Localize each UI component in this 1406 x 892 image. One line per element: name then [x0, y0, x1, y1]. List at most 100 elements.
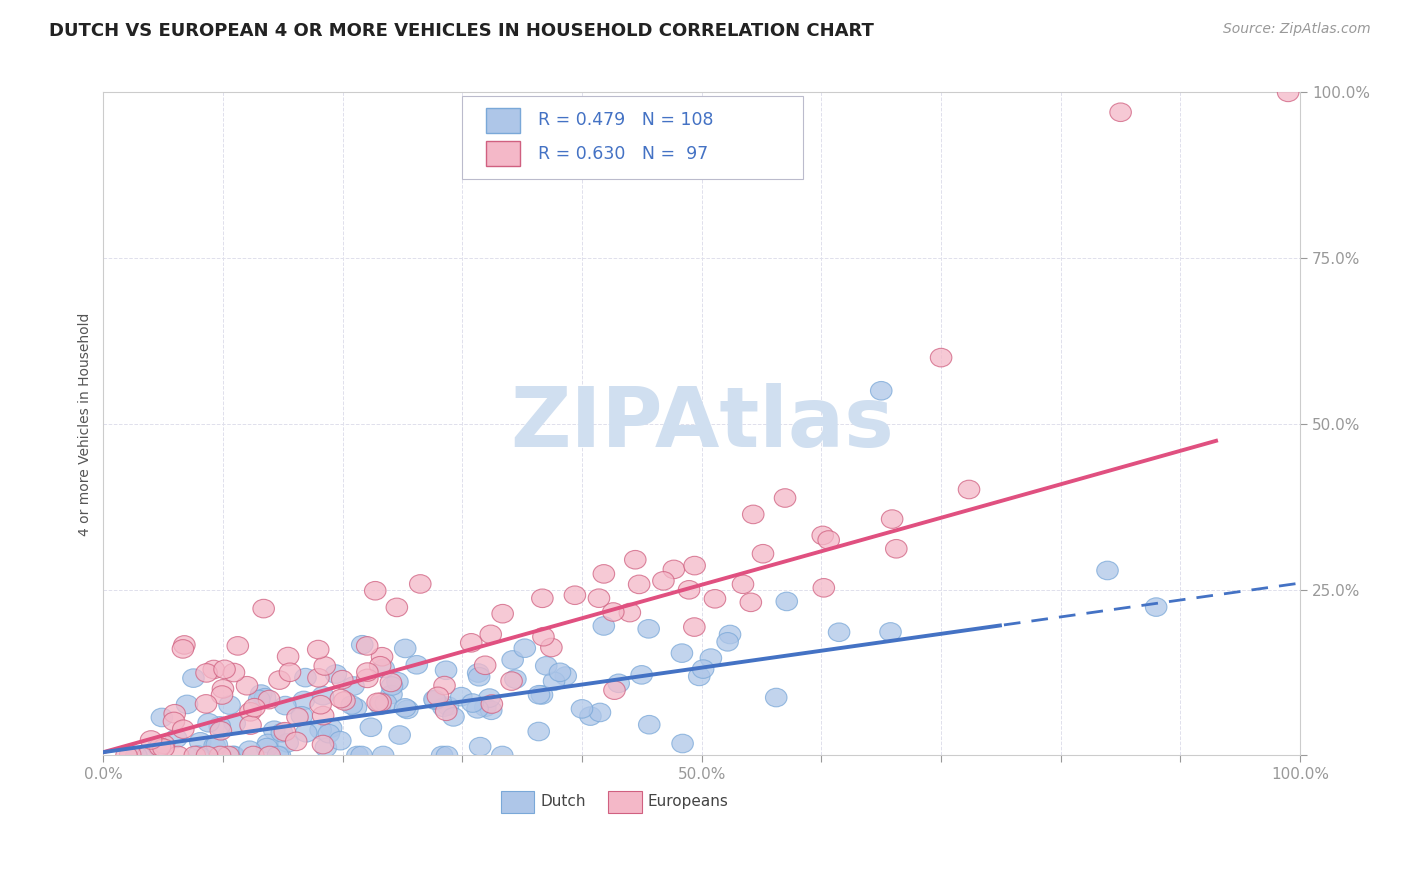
Ellipse shape [1109, 103, 1132, 121]
Ellipse shape [638, 620, 659, 638]
Ellipse shape [291, 706, 312, 725]
Ellipse shape [295, 668, 316, 687]
Ellipse shape [269, 671, 290, 690]
Ellipse shape [492, 605, 513, 623]
Ellipse shape [652, 572, 675, 591]
Ellipse shape [373, 747, 394, 764]
Ellipse shape [138, 747, 159, 764]
Ellipse shape [190, 732, 211, 751]
Ellipse shape [396, 700, 418, 719]
Ellipse shape [683, 557, 706, 574]
Ellipse shape [481, 701, 502, 720]
Ellipse shape [474, 656, 496, 674]
Ellipse shape [387, 673, 408, 691]
Ellipse shape [352, 635, 373, 654]
Ellipse shape [450, 688, 472, 706]
Ellipse shape [631, 665, 652, 684]
Ellipse shape [533, 627, 554, 646]
Ellipse shape [433, 698, 454, 716]
Ellipse shape [357, 637, 378, 656]
Ellipse shape [531, 589, 553, 607]
Ellipse shape [607, 674, 630, 692]
Ellipse shape [501, 672, 523, 690]
Ellipse shape [689, 667, 710, 686]
Ellipse shape [370, 693, 391, 712]
Ellipse shape [218, 747, 239, 764]
Ellipse shape [624, 550, 645, 569]
Y-axis label: 4 or more Vehicles in Household: 4 or more Vehicles in Household [79, 312, 93, 535]
Ellipse shape [461, 694, 484, 713]
Ellipse shape [395, 640, 416, 657]
Ellipse shape [436, 747, 458, 764]
Ellipse shape [1278, 83, 1299, 102]
Text: Dutch: Dutch [540, 795, 586, 809]
Ellipse shape [588, 589, 610, 607]
Ellipse shape [776, 592, 797, 611]
Ellipse shape [370, 657, 391, 675]
Ellipse shape [172, 640, 194, 658]
Ellipse shape [165, 705, 186, 723]
Ellipse shape [541, 638, 562, 657]
Ellipse shape [880, 623, 901, 641]
Ellipse shape [373, 659, 395, 678]
Ellipse shape [287, 707, 308, 726]
Ellipse shape [425, 691, 446, 709]
Ellipse shape [321, 719, 342, 738]
Ellipse shape [209, 722, 232, 740]
Ellipse shape [959, 480, 980, 499]
Ellipse shape [467, 664, 489, 682]
Text: ZIPAtlas: ZIPAtlas [510, 384, 894, 465]
Ellipse shape [314, 657, 336, 675]
Ellipse shape [742, 505, 763, 524]
Ellipse shape [120, 745, 141, 764]
Ellipse shape [308, 640, 329, 659]
Ellipse shape [603, 603, 624, 622]
Ellipse shape [141, 731, 162, 749]
Ellipse shape [163, 712, 184, 731]
Ellipse shape [531, 686, 553, 704]
Ellipse shape [371, 648, 392, 666]
Ellipse shape [249, 690, 270, 709]
Ellipse shape [332, 671, 353, 689]
Ellipse shape [1097, 561, 1118, 580]
Ellipse shape [253, 599, 274, 618]
Ellipse shape [277, 648, 299, 665]
Ellipse shape [818, 531, 839, 549]
Ellipse shape [346, 698, 367, 717]
FancyBboxPatch shape [609, 791, 643, 813]
Ellipse shape [352, 747, 373, 764]
Ellipse shape [717, 632, 738, 651]
Ellipse shape [380, 673, 402, 691]
Ellipse shape [173, 636, 195, 654]
Ellipse shape [432, 747, 453, 764]
Ellipse shape [224, 747, 245, 764]
Ellipse shape [765, 689, 787, 706]
Ellipse shape [257, 734, 278, 753]
Ellipse shape [318, 724, 340, 743]
Ellipse shape [309, 721, 332, 739]
Ellipse shape [214, 660, 235, 679]
Ellipse shape [184, 747, 205, 764]
Ellipse shape [752, 544, 773, 563]
Ellipse shape [619, 603, 641, 622]
Ellipse shape [683, 618, 706, 636]
Ellipse shape [436, 702, 457, 721]
Ellipse shape [240, 716, 262, 734]
Ellipse shape [593, 616, 614, 635]
Ellipse shape [254, 689, 276, 707]
Ellipse shape [394, 698, 416, 717]
Ellipse shape [375, 694, 396, 712]
Ellipse shape [224, 664, 245, 681]
Ellipse shape [195, 695, 217, 714]
Ellipse shape [505, 670, 526, 689]
Ellipse shape [195, 664, 218, 682]
Ellipse shape [207, 736, 228, 754]
Ellipse shape [638, 715, 659, 734]
Ellipse shape [329, 731, 352, 750]
Ellipse shape [409, 574, 432, 593]
Ellipse shape [125, 747, 148, 764]
Ellipse shape [212, 680, 233, 698]
Ellipse shape [527, 723, 550, 740]
Ellipse shape [467, 699, 488, 718]
Ellipse shape [267, 747, 288, 764]
